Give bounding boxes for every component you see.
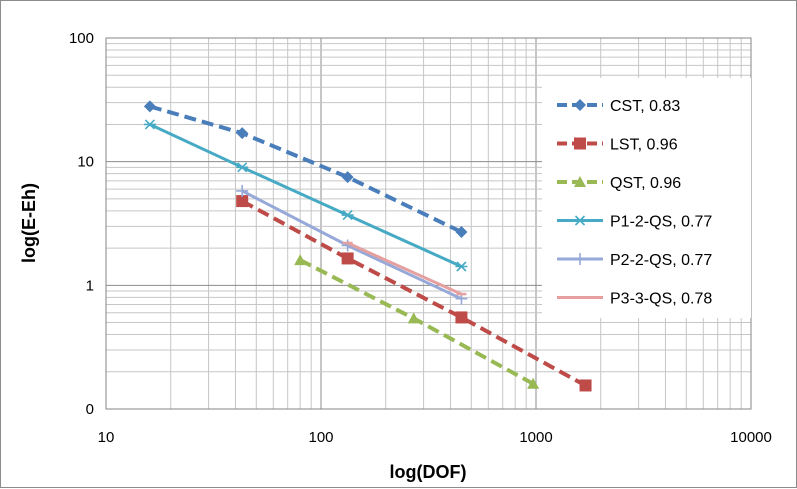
data-point <box>236 162 249 173</box>
legend-entry: LST, 0.96 <box>557 137 678 154</box>
legend-entry: P1-2-QS, 0.77 <box>557 214 712 231</box>
data-point <box>236 195 249 208</box>
legend-marker <box>574 99 586 111</box>
series-line <box>149 104 463 234</box>
series-line <box>241 199 587 388</box>
legend-label: LST, 0.96 <box>610 137 678 154</box>
legend-label: P1-2-QS, 0.77 <box>610 214 712 231</box>
data-point <box>455 225 468 238</box>
legend-entry: P3-3-QS, 0.78 <box>557 291 712 308</box>
data-point <box>341 210 354 221</box>
x-tick-label: 1000 <box>519 429 552 446</box>
legend-entry: CST, 0.83 <box>557 98 680 115</box>
series-layer <box>143 100 592 392</box>
x-tick-label: 10 <box>98 429 115 446</box>
y-tick-label: 100 <box>69 30 94 47</box>
y-axis-title: log(E-Eh) <box>19 183 39 263</box>
legend-label: QST, 0.96 <box>610 175 681 192</box>
data-point <box>527 377 540 389</box>
x-tick-label: 10000 <box>730 429 772 446</box>
data-point <box>455 261 468 272</box>
legend-label: P3-3-QS, 0.78 <box>610 291 712 308</box>
legend-marker <box>574 253 586 265</box>
y-tick-label: 10 <box>77 154 94 171</box>
legend-marker <box>574 176 586 187</box>
x-axis-title: log(DOF) <box>390 462 467 482</box>
data-point <box>341 252 354 265</box>
series-6 <box>342 241 467 296</box>
x-tick-label: 100 <box>308 429 333 446</box>
legend-entry: P2-2-QS, 0.77 <box>557 252 712 269</box>
data-point <box>579 379 592 392</box>
data-point <box>236 127 249 140</box>
legend: CST, 0.83 LST, 0.96 QST, 0.96 P1-2-QS, 0.77… <box>542 78 751 318</box>
data-point <box>407 312 420 324</box>
legend-background <box>542 78 751 318</box>
series-1 <box>143 100 468 238</box>
data-point <box>455 311 468 324</box>
data-point <box>143 119 156 130</box>
series-4 <box>143 119 468 272</box>
data-point <box>294 254 307 266</box>
tick-labels: 10 100 1000 10000 0 1 10 100 <box>69 30 772 446</box>
legend-label: P2-2-QS, 0.77 <box>610 252 712 269</box>
y-tick-label: 0 <box>86 401 94 418</box>
series-line <box>149 123 463 268</box>
series-3 <box>294 254 540 389</box>
legend-marker <box>574 215 586 226</box>
series-line <box>346 241 463 296</box>
data-point <box>236 184 249 197</box>
legend-entry: QST, 0.96 <box>557 175 681 192</box>
legend-marker <box>574 137 586 150</box>
series-2 <box>236 195 592 392</box>
data-point <box>341 171 354 184</box>
data-point <box>143 100 156 113</box>
y-tick-label: 1 <box>86 277 94 294</box>
legend-label: CST, 0.83 <box>610 98 680 115</box>
